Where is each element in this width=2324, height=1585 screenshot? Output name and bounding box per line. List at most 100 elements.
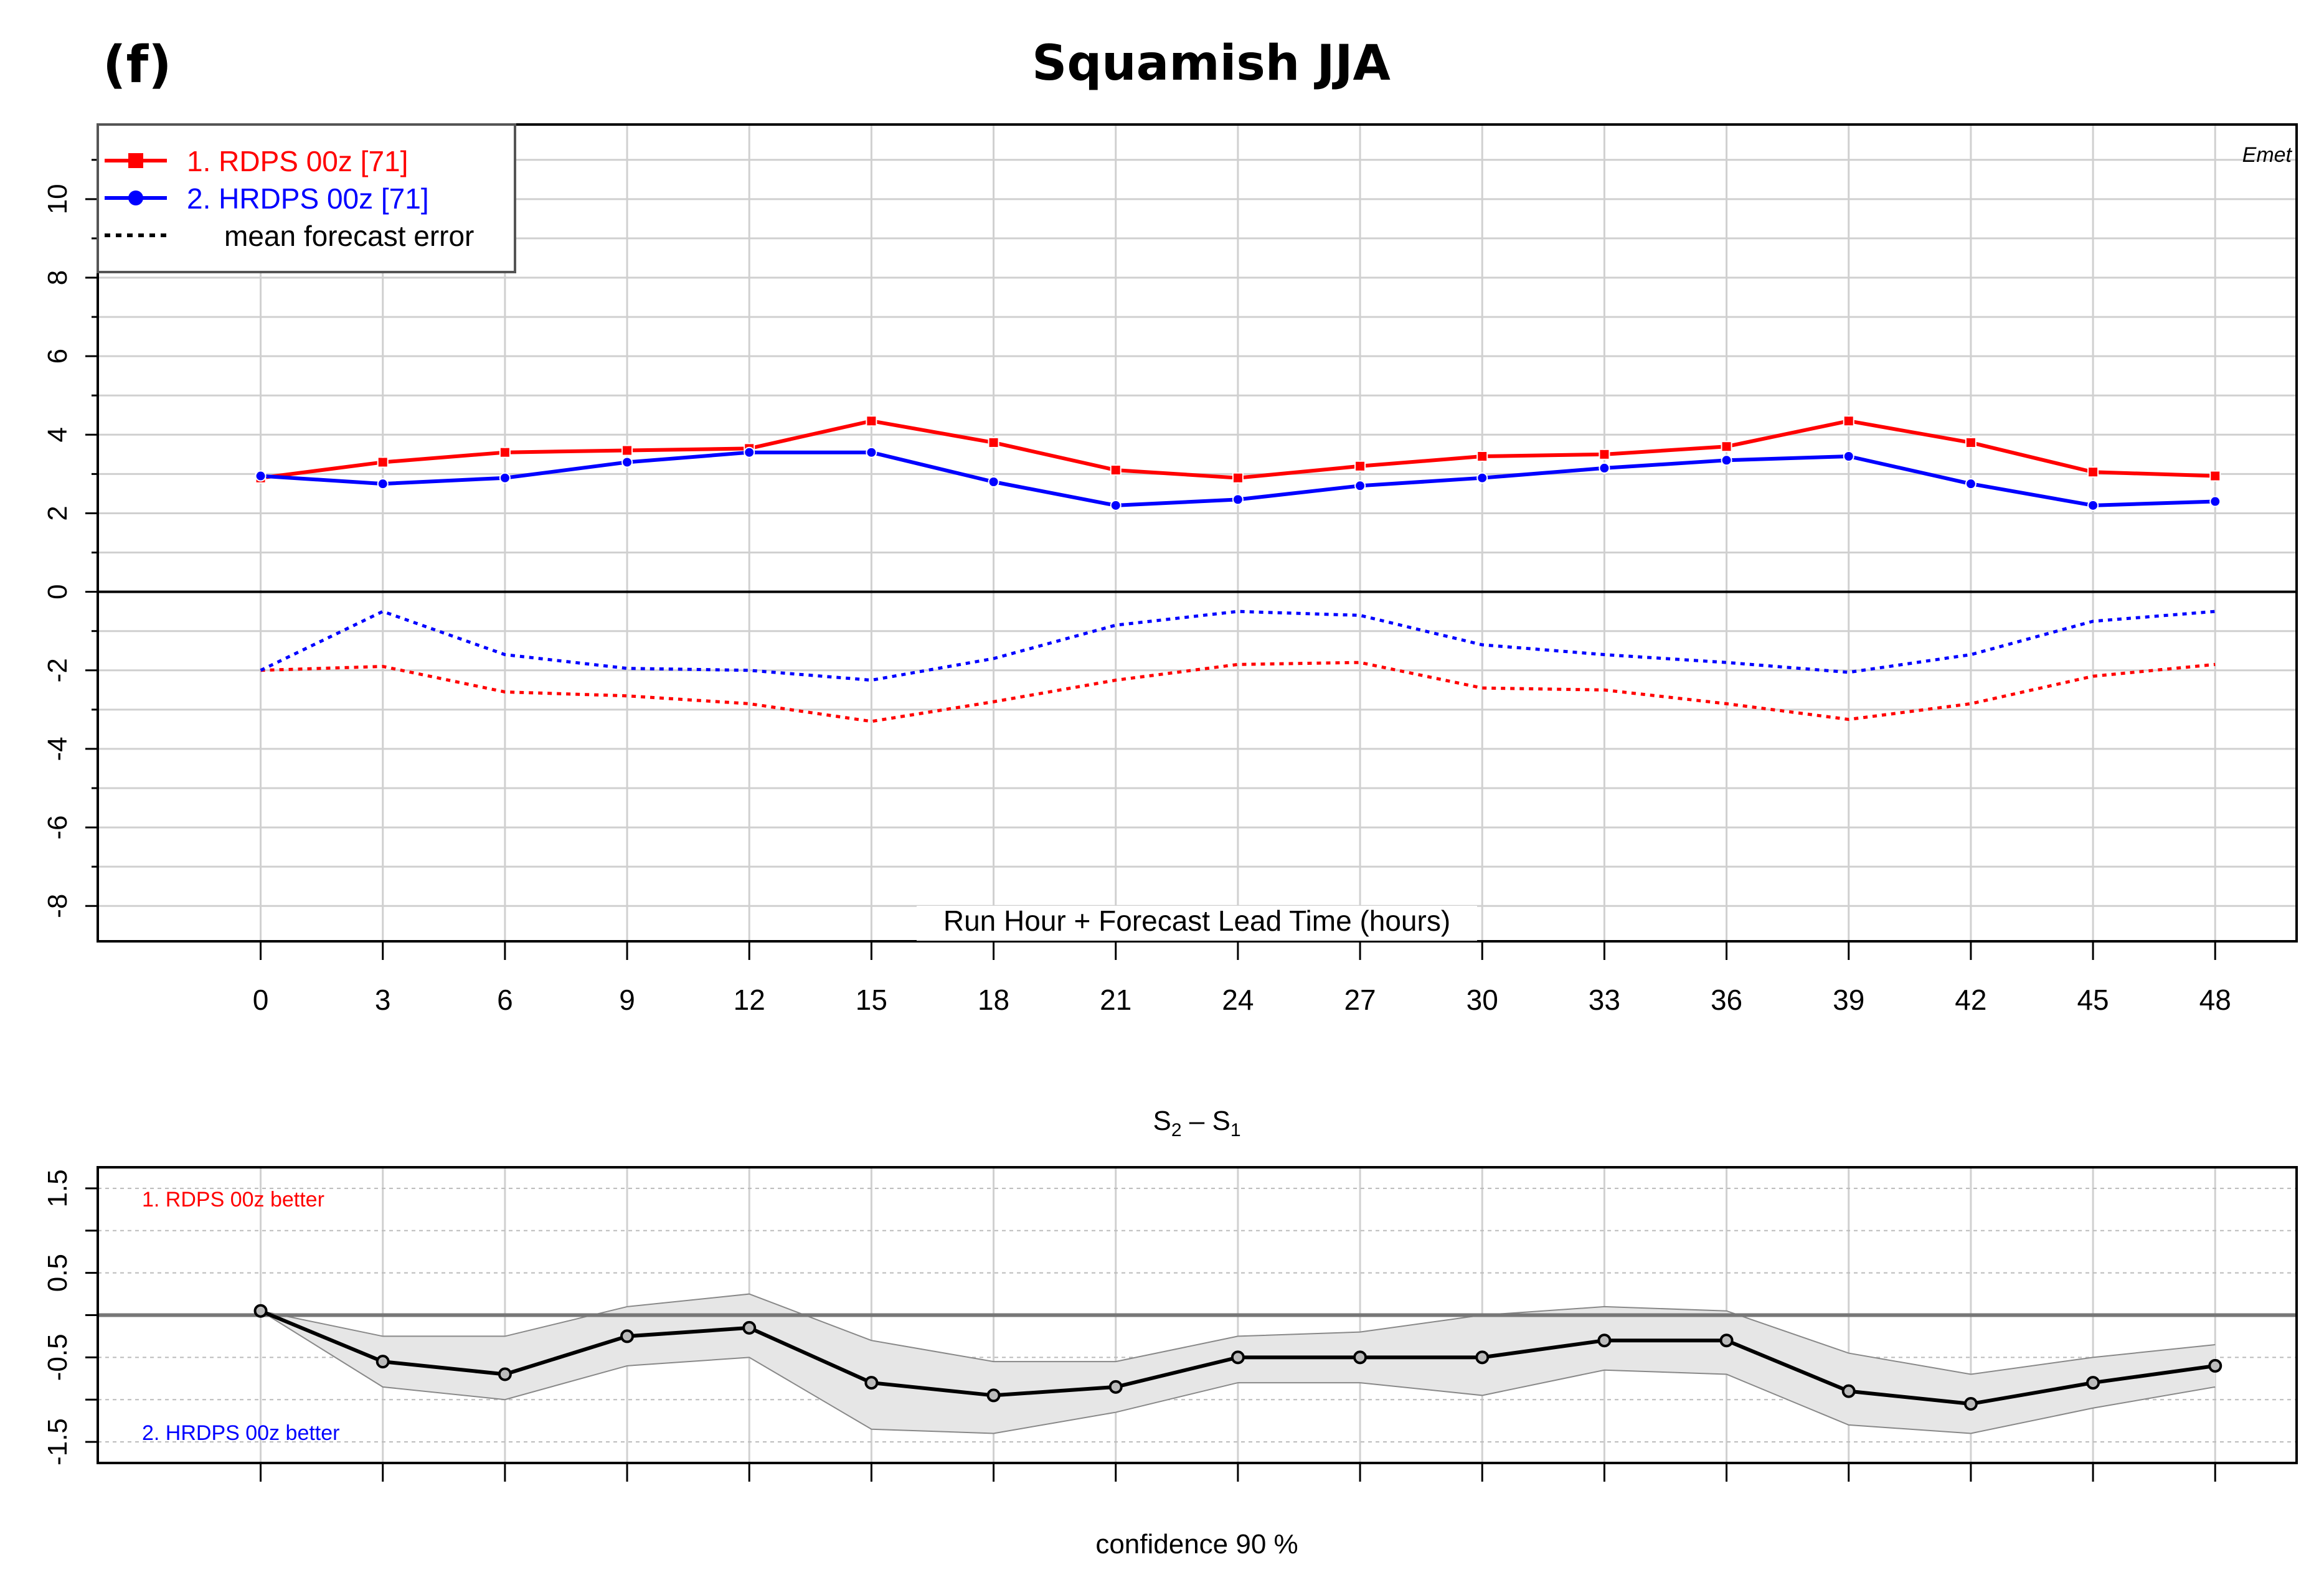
top-series-hrdps-point (1843, 451, 1854, 462)
top-y-tick-label: -6 (42, 816, 73, 840)
top-series-hrdps-point (255, 470, 267, 482)
difference-panel-title: S2 – S1 (1153, 1106, 1240, 1141)
bottom-y-tick-label: -0.5 (42, 1333, 73, 1381)
top-x-tick-label: 6 (497, 984, 513, 1016)
top-x-axis: 0 3 6 9 12 15 18 21 24 27 30 33 36 39 42 45 48 (253, 941, 2231, 1016)
difference-point (253, 1304, 268, 1318)
legend-mean-error-label: mean forecast error (224, 220, 474, 252)
top-x-tick-label: 33 (1589, 984, 1620, 1016)
legend: 1. RDPS 00z [71] 2. HRDPS 00z [71] mean … (97, 123, 516, 273)
top-y-tick-label: 6 (42, 349, 73, 364)
bottom-y-tick-label: 1.5 (42, 1169, 73, 1207)
difference-point (1963, 1397, 1978, 1411)
difference-point (1719, 1333, 1734, 1348)
title-s1-subscript: 1 (1230, 1120, 1241, 1141)
top-series-group (98, 415, 2297, 723)
top-y-tick-label: 0 (42, 584, 73, 599)
top-series-hrdps-point (499, 472, 511, 484)
top-series-hrdps-point (2087, 499, 2099, 511)
top-series-rdps-point (1232, 472, 1244, 484)
top-x-tick-label: 21 (1100, 984, 1131, 1016)
top-y-axis: 10 8 6 4 2 0 -2 -4 -6 -8 (42, 159, 98, 918)
top-x-tick-label: 24 (1222, 984, 1254, 1016)
top-x-tick-label: 30 (1467, 984, 1498, 1016)
top-series-rdps-point (2209, 470, 2221, 482)
x-axis-label-background (917, 906, 1477, 941)
top-x-tick-label: 45 (2077, 984, 2109, 1016)
top-y-tick-label: 8 (42, 270, 73, 285)
rdps-better-annotation: 1. RDPS 00z better (142, 1188, 324, 1211)
legend-rdps-label: 1. RDPS 00z [71] (187, 145, 408, 177)
bottom-y-axis: 1.5 0.5 -0.5 -1.5 (42, 1169, 98, 1465)
difference-point (864, 1376, 879, 1390)
top-series-rdps-point (988, 436, 999, 448)
difference-point (620, 1329, 635, 1343)
top-series-rdps-point (1599, 448, 1610, 460)
top-x-tick-label: 42 (1955, 984, 1986, 1016)
top-series-hrdps-point (1476, 472, 1488, 484)
top-x-tick-label: 3 (375, 984, 391, 1016)
top-y-tick-label: -4 (42, 736, 73, 761)
top-series-rdps-point (1110, 464, 1122, 476)
difference-point (742, 1320, 757, 1335)
top-series-hrdps-point (1965, 478, 1977, 490)
confidence-lower-bound (260, 1310, 2216, 1434)
top-plot-frame (97, 123, 2298, 943)
top-y-tick-label: 4 (42, 427, 73, 442)
top-series-hrdps-point (2209, 496, 2221, 507)
top-y-tick-label: 10 (42, 184, 73, 214)
top-y-tick-label: 2 (42, 506, 73, 520)
top-series-rdps-point (2087, 466, 2099, 478)
top-y-tick-label: -2 (42, 658, 73, 682)
top-x-tick-label: 18 (978, 984, 1009, 1016)
title-s1: S (1212, 1106, 1230, 1136)
top-series-rdps-point (1476, 451, 1488, 462)
bottom-y-tick-label: 0.5 (42, 1254, 73, 1292)
top-series-hrdps-point (1599, 462, 1610, 474)
difference-point (2208, 1358, 2222, 1373)
difference-point (2086, 1376, 2100, 1390)
top-series-rdps-point (1354, 460, 1366, 472)
difference-point (376, 1355, 390, 1369)
top-series-hrdps-mean-error-line (260, 609, 2216, 682)
top-series-hrdps-point (1354, 480, 1366, 492)
panel-label: (f) (103, 35, 172, 95)
top-series-rdps-point (866, 415, 877, 427)
difference-point (1597, 1333, 1612, 1348)
top-series-rdps-point (1843, 415, 1854, 427)
difference-point (986, 1388, 1001, 1403)
difference-point (1230, 1350, 1245, 1365)
bottom-y-tick-label: -1.5 (42, 1418, 73, 1465)
legend-hrdps-label: 2. HRDPS 00z [71] (187, 182, 429, 215)
top-series-hrdps-point (744, 446, 755, 458)
difference-point (1841, 1384, 1856, 1398)
top-series-hrdps-point (866, 446, 877, 458)
top-x-tick-label: 39 (1833, 984, 1864, 1016)
top-series-rdps-point (377, 456, 389, 468)
difference-point (1353, 1350, 1367, 1365)
top-x-tick-label: 12 (734, 984, 765, 1016)
top-x-tick-label: 15 (856, 984, 887, 1016)
top-x-tick-label: 36 (1711, 984, 1742, 1016)
chart-title: Squamish JJA (1032, 35, 1391, 92)
emet-corner-label: Emet (2242, 143, 2293, 167)
top-series-rdps-mean-error-line (260, 661, 2216, 723)
x-axis-label: Run Hour + Forecast Lead Time (hours) (943, 905, 1450, 937)
top-x-tick-label: 48 (2199, 984, 2231, 1016)
top-series-hrdps-point (621, 456, 633, 468)
bottom-x-axis (260, 1463, 2216, 1482)
title-s2: S (1153, 1106, 1171, 1136)
top-x-tick-label: 27 (1344, 984, 1376, 1016)
difference-point (1108, 1380, 1123, 1394)
top-series-hrdps-point (377, 478, 389, 490)
legend-rdps-marker (128, 153, 143, 168)
difference-point (498, 1367, 512, 1381)
title-minus: – (1182, 1106, 1212, 1136)
top-series-rdps-point (1721, 441, 1732, 453)
top-x-tick-label: 9 (619, 984, 635, 1016)
top-x-tick-label: 0 (253, 984, 269, 1016)
hrdps-better-annotation: 2. HRDPS 00z better (142, 1421, 339, 1445)
top-series-hrdps-point (988, 476, 999, 487)
top-series-rdps-point (1965, 436, 1977, 448)
